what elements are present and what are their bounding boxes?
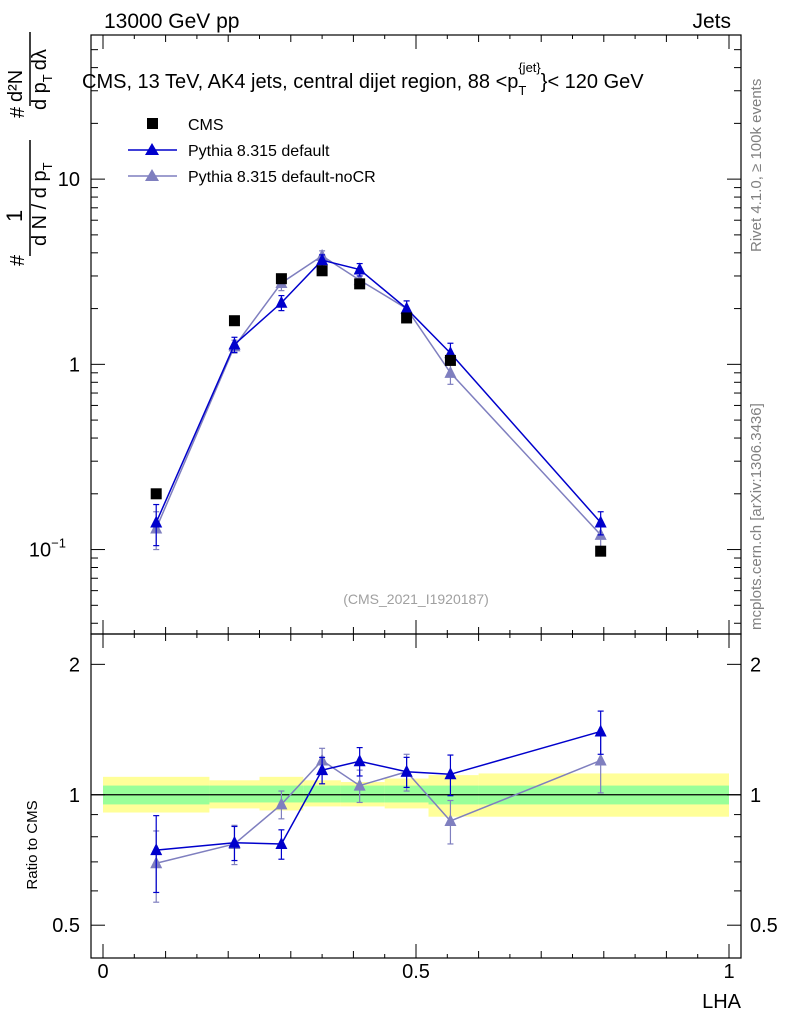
ratio-y-tick-label: 1 bbox=[69, 785, 80, 807]
cms-point bbox=[150, 488, 162, 500]
svg-text:CMS, 13 TeV, AK4 jets, central: CMS, 13 TeV, AK4 jets, central dijet reg… bbox=[82, 60, 644, 98]
legend-marker-cms bbox=[147, 118, 158, 129]
title-tail: }< 120 GeV bbox=[541, 71, 645, 93]
nocr-point bbox=[444, 365, 457, 378]
ylabel-rden: d pTdλ bbox=[29, 49, 55, 110]
ylabel-hash: # bbox=[7, 254, 29, 266]
stat-uncertainty-band bbox=[384, 785, 429, 803]
default-point bbox=[228, 337, 241, 350]
analysis-watermark: (CMS_2021_I1920187) bbox=[343, 591, 489, 607]
cms-point bbox=[595, 545, 607, 557]
ratio-nocr-point bbox=[444, 813, 457, 826]
ratio-y-tick-label: 2 bbox=[69, 654, 80, 676]
energy-label: 13000 GeV pp bbox=[104, 10, 239, 33]
plot-title: CMS, 13 TeV, AK4 jets, central dijet reg… bbox=[82, 60, 644, 98]
x-axis-label: LHA bbox=[702, 991, 742, 1013]
ratio-y-tick-label-right: 1 bbox=[750, 785, 761, 807]
mcplots-label: mcplots.cern.ch [arXiv:1306.3436] bbox=[748, 403, 765, 630]
cms-point bbox=[354, 278, 366, 290]
nocr-line bbox=[155, 255, 602, 536]
cms-point bbox=[228, 315, 240, 327]
ratio-default-point bbox=[444, 767, 457, 780]
title-sub: T bbox=[518, 83, 526, 98]
ratio-default-point bbox=[150, 843, 163, 856]
cms-point bbox=[316, 265, 328, 277]
ratio-nocr-point bbox=[353, 778, 366, 791]
default-point bbox=[400, 301, 413, 314]
ratio-nocr-point bbox=[594, 753, 607, 766]
cms-point bbox=[444, 354, 456, 366]
top-y-tick-label: 10 bbox=[58, 169, 80, 191]
ratio-default-point bbox=[316, 763, 329, 776]
ratio-default-point bbox=[353, 754, 366, 767]
top-y-tick-label: 1 bbox=[69, 354, 80, 376]
default-point bbox=[316, 253, 329, 266]
title-main: CMS, 13 TeV, AK4 jets, central dijet reg… bbox=[82, 71, 518, 93]
top-y-tick-label: 10−1 bbox=[29, 536, 66, 562]
x-tick-label: 0.5 bbox=[402, 961, 430, 983]
stat-uncertainty-band bbox=[303, 785, 341, 803]
default-line bbox=[155, 259, 602, 523]
top-y-tick-exponent: −1 bbox=[51, 536, 66, 551]
ratio-y-tick-label-right: 2 bbox=[750, 654, 761, 676]
legend: CMS Pythia 8.315 default Pythia 8.315 de… bbox=[128, 117, 376, 186]
ratio-default-point bbox=[228, 835, 241, 848]
title-sup: {jet} bbox=[518, 60, 541, 75]
legend-label-cms: CMS bbox=[188, 117, 224, 134]
default-point bbox=[275, 295, 288, 308]
legend-label-nocr: Pythia 8.315 default-noCR bbox=[188, 169, 376, 186]
x-tick-label: 0 bbox=[97, 961, 108, 983]
default-point bbox=[353, 262, 366, 275]
ylabel-num: 1 bbox=[2, 210, 27, 222]
default-point bbox=[594, 515, 607, 528]
cms-point bbox=[275, 273, 287, 285]
rivet-label: Rivet 4.1.0, ≥ 100k events bbox=[748, 79, 765, 252]
ratio-y-tick-label-right: 0.5 bbox=[750, 915, 778, 937]
ylabel-hash-2: # bbox=[7, 106, 29, 118]
ratio-default-point bbox=[400, 764, 413, 777]
ratio-y-tick-label: 0.5 bbox=[52, 915, 80, 937]
ratio-nocr-line bbox=[156, 759, 601, 864]
ratio-y-axis-label: Ratio to CMS bbox=[24, 800, 41, 889]
ratio-nocr-point bbox=[275, 797, 288, 810]
ratio-default-point bbox=[594, 724, 607, 737]
x-tick-label: 1 bbox=[723, 961, 734, 983]
stat-uncertainty-band bbox=[340, 785, 385, 803]
ratio-default-point bbox=[275, 836, 288, 849]
ylabel-den: d N / d pT bbox=[29, 162, 55, 246]
stat-uncertainty-band bbox=[209, 785, 260, 803]
top-y-axis-label: # 1 d N / d pT # d²N d pTdλ bbox=[2, 32, 55, 266]
cms-point bbox=[401, 312, 413, 324]
ylabel-rnum: d²N bbox=[5, 70, 27, 102]
category-label: Jets bbox=[692, 10, 731, 33]
legend-marker-default bbox=[145, 143, 159, 155]
ratio-default-line bbox=[156, 730, 601, 851]
default-point bbox=[150, 515, 163, 528]
legend-label-default: Pythia 8.315 default bbox=[188, 143, 330, 160]
legend-marker-nocr bbox=[145, 169, 159, 181]
